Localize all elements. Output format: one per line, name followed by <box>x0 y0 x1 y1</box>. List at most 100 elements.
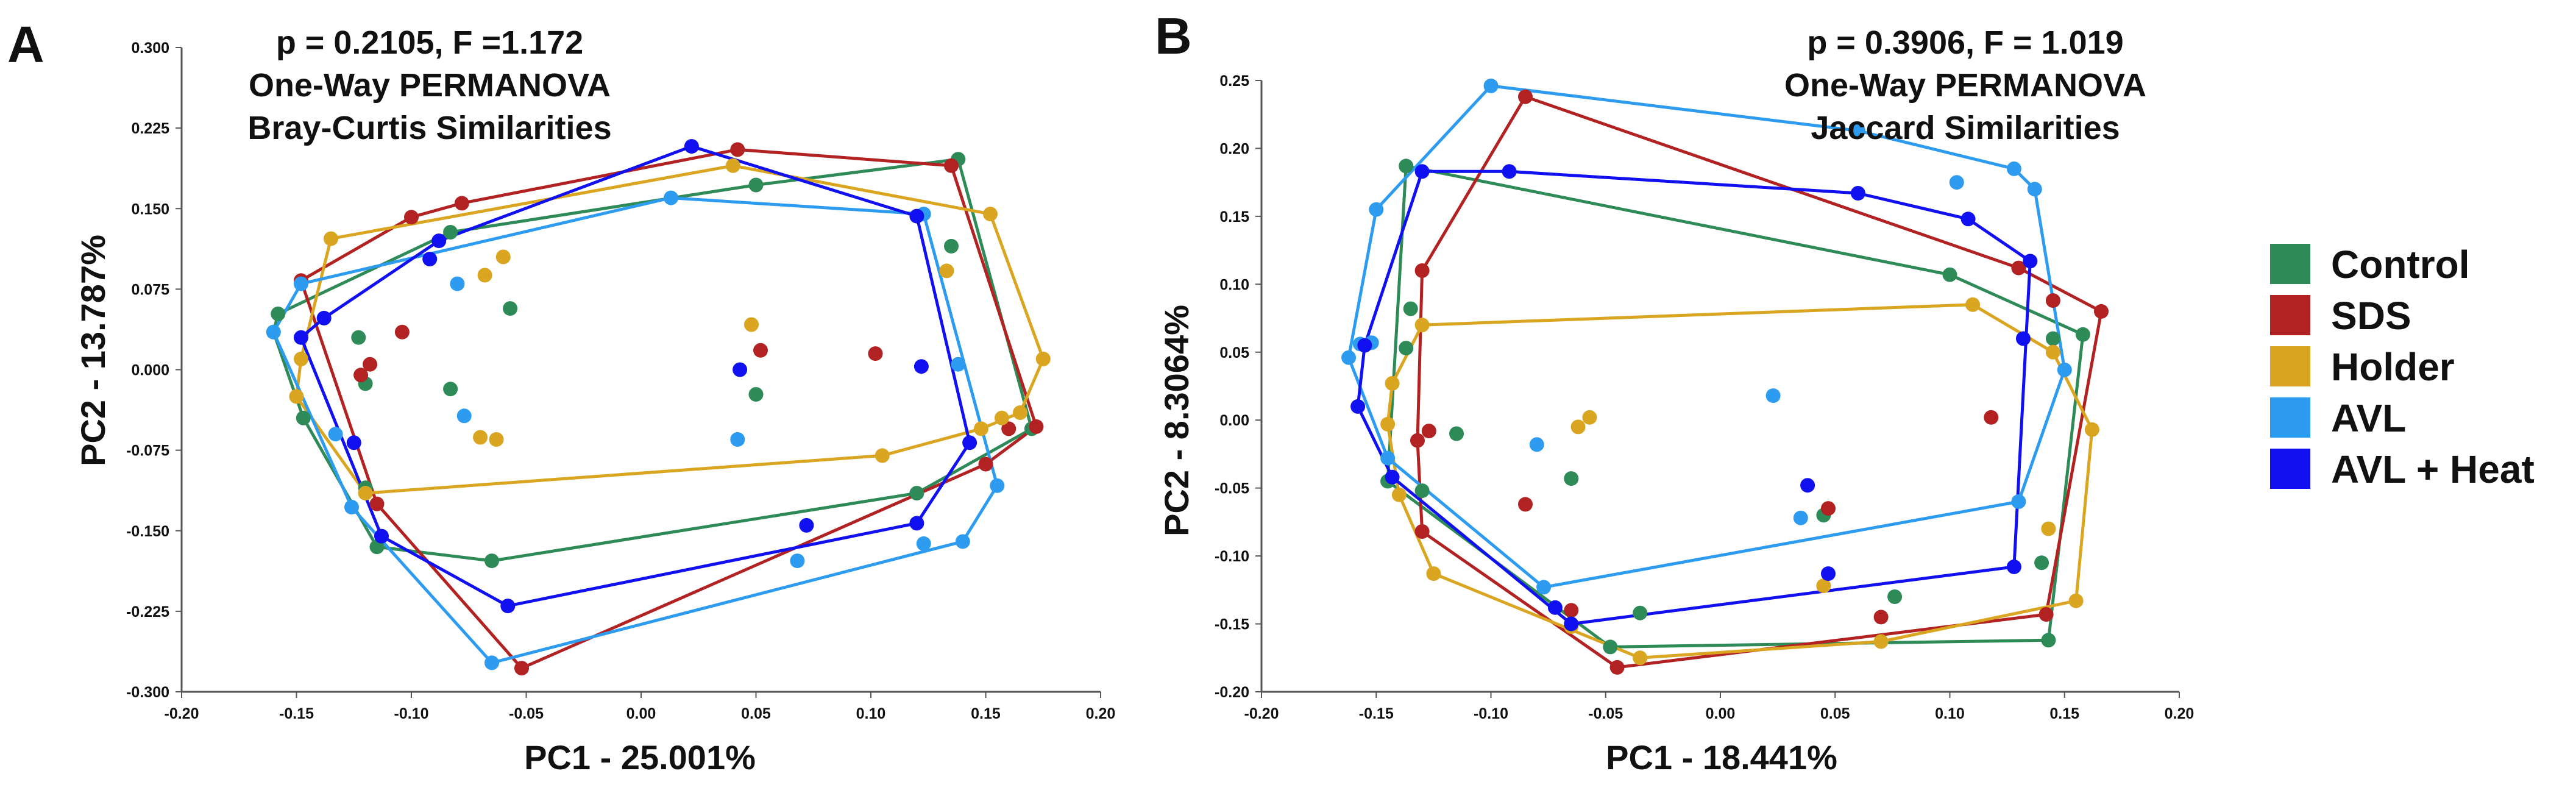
point-avl-heat <box>962 435 978 450</box>
point-avl <box>294 276 308 291</box>
legend-swatch-avl-heat <box>2270 449 2310 489</box>
x-tick-label: -0.10 <box>394 705 429 722</box>
legend-label-holder: Holder <box>2331 345 2455 389</box>
point-sds <box>944 158 959 173</box>
point-sds <box>1564 603 1579 618</box>
point-control <box>296 410 311 425</box>
point-avl-heat <box>1564 616 1579 631</box>
point-holder <box>1873 634 1889 649</box>
x-tick-label: 0.20 <box>1086 705 1116 722</box>
point-sds <box>730 142 745 157</box>
legend-swatch-sds <box>2270 295 2310 335</box>
point-avl <box>266 324 281 340</box>
point-sds <box>363 357 378 372</box>
x-tick-label: 0.00 <box>1706 705 1736 722</box>
y-tick-label: -0.10 <box>1215 548 1249 565</box>
x-tick-label: 0.05 <box>741 705 771 722</box>
point-holder <box>939 263 954 279</box>
point-holder <box>875 448 890 463</box>
point-holder <box>2084 422 2099 437</box>
panel-a: A -0.20 -0.15 -0.10 -0.05 0.00 0.05 0.10 0.15 0.… <box>7 16 1115 777</box>
point-sds <box>2038 607 2054 622</box>
point-holder <box>477 268 492 283</box>
point-avl <box>1529 437 1544 452</box>
panel-a-stat-line-3: Bray-Curtis Similarities <box>247 110 611 146</box>
point-sds <box>1410 433 1425 448</box>
y-tick-label: 0.00 <box>1219 412 1249 429</box>
y-tick-label: -0.20 <box>1215 684 1249 701</box>
legend: Control SDS Holder AVL AVL + Heat <box>2270 243 2535 491</box>
point-avl <box>990 478 1005 493</box>
point-avl <box>1341 350 1357 365</box>
point-holder <box>994 410 1009 425</box>
point-control <box>443 225 458 240</box>
point-control <box>503 301 518 316</box>
point-avl <box>1536 580 1552 595</box>
legend-label-avl-heat: AVL + Heat <box>2331 447 2535 491</box>
point-holder <box>1391 487 1407 502</box>
point-control <box>1887 589 1903 604</box>
point-sds <box>1518 497 1533 512</box>
point-control <box>1633 605 1648 621</box>
point-control <box>351 330 366 345</box>
x-tick-label: 0.20 <box>2165 705 2195 722</box>
point-sds <box>404 210 419 225</box>
point-holder <box>983 207 998 222</box>
point-holder <box>2041 521 2056 536</box>
point-sds <box>753 343 768 358</box>
point-avl-heat <box>431 233 447 249</box>
panel-a-stat-line-2: One-Way PERMANOVA <box>249 67 611 104</box>
panel-b-stat-line-2: One-Way PERMANOVA <box>1784 67 2146 104</box>
point-control <box>748 387 764 402</box>
point-holder <box>974 421 988 436</box>
point-holder <box>1385 376 1400 391</box>
y-tick-label: 0.20 <box>1219 140 1249 157</box>
point-control <box>909 486 924 501</box>
point-avl <box>1380 450 1396 466</box>
point-control <box>2075 327 2090 342</box>
point-avl-heat <box>316 310 332 325</box>
point-avl-heat <box>1414 164 1430 179</box>
point-holder <box>473 430 488 445</box>
hull-holder <box>1386 303 2094 660</box>
point-control <box>1399 341 1414 356</box>
point-avl <box>2027 182 2042 197</box>
legend-label-avl: AVL <box>2331 396 2406 440</box>
point-holder <box>1965 297 1981 312</box>
x-tick-label: 0.00 <box>626 705 656 722</box>
y-tick-label: 0.10 <box>1219 276 1249 293</box>
point-avl-heat <box>909 516 924 531</box>
point-sds <box>1414 524 1430 539</box>
point-sds <box>369 496 385 511</box>
y-tick-label: -0.225 <box>126 603 169 621</box>
point-sds <box>454 196 469 211</box>
hull-sds <box>299 148 1038 670</box>
point-sds <box>353 368 369 383</box>
point-sds <box>1414 263 1430 278</box>
x-tick-label: 0.15 <box>2049 705 2079 722</box>
y-tick-label: 0.05 <box>1219 344 1249 361</box>
point-avl-heat <box>422 252 438 266</box>
point-holder <box>358 486 373 501</box>
point-sds <box>978 457 993 472</box>
panel-b-x-axis-title: PC1 - 18.441% <box>1606 738 1837 777</box>
point-holder <box>1035 351 1051 366</box>
point-sds <box>1609 660 1625 675</box>
point-holder <box>725 158 740 173</box>
panel-b-plot: -0.20 -0.15 -0.10 -0.05 0.00 0.05 0.10 0.15 0.20… <box>1215 73 2194 722</box>
point-avl-heat <box>1385 469 1400 485</box>
point-avl <box>1369 202 1384 217</box>
y-tick-label: 0.300 <box>131 40 169 57</box>
point-avl <box>2006 161 2021 176</box>
point-avl <box>916 536 931 551</box>
y-tick-label: 0.075 <box>131 281 169 298</box>
point-avl <box>2057 362 2072 377</box>
panel-b-stat-line-3: Jaccard Similarities <box>1811 110 2120 146</box>
panel-a-stat-line-1: p = 0.2105, F =1.172 <box>276 24 583 61</box>
y-tick-label: 0.225 <box>131 120 169 137</box>
point-avl-heat <box>374 528 389 544</box>
point-control <box>1399 158 1414 174</box>
y-tick-label: -0.05 <box>1215 480 1249 497</box>
point-avl <box>1793 510 1808 525</box>
point-avl <box>955 534 970 549</box>
